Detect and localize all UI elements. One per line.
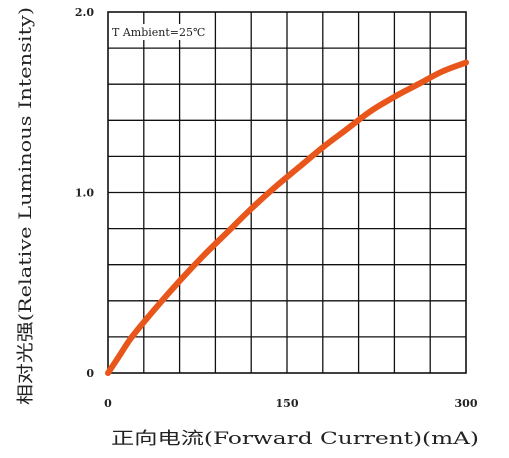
series-layer (105, 59, 469, 376)
y-tick-label-2: 2.0 (75, 6, 94, 19)
series-line-0 (105, 59, 469, 376)
y-tick-label-0: 0 (86, 367, 94, 380)
x-tick-label-2: 300 (455, 397, 478, 410)
annotation-box: T Ambient=25℃ (109, 24, 213, 40)
y-tick-label-1: 1.0 (75, 187, 94, 200)
x-tick-label-0: 0 (104, 397, 112, 410)
y-tick-labels: 0 1.0 2.0 (75, 6, 94, 380)
x-tick-label-1: 150 (276, 397, 299, 410)
x-axis-title: 正向电流(Forward Current)(mA) (111, 429, 479, 449)
grid (108, 12, 466, 373)
annotation-label: T Ambient=25℃ (112, 26, 205, 39)
x-tick-labels: 0 150 300 (104, 397, 478, 410)
y-axis-title: 相对光强(Relative Luminous Intensity) (16, 7, 36, 405)
plot-frame (107, 11, 467, 374)
